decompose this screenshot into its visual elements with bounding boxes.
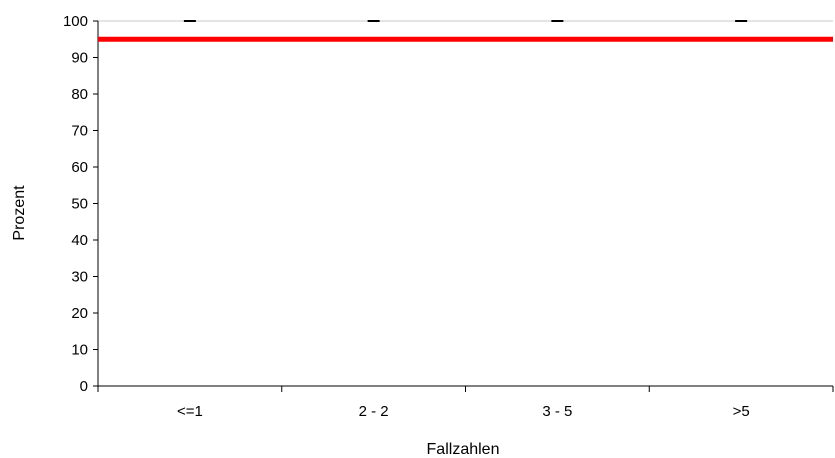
y-tick-label: 40 [71, 232, 88, 249]
y-tick-labels: 0 10 20 30 40 50 60 70 80 90 100 [63, 13, 88, 395]
x-tick-label: 3 - 5 [542, 403, 572, 420]
y-tick-label: 50 [71, 196, 88, 213]
y-tick-label: 70 [71, 123, 88, 140]
y-axis-title: Prozent [11, 185, 28, 241]
x-tick-label: 2 - 2 [359, 403, 389, 420]
x-axis-title: Fallzahlen [427, 441, 500, 458]
x-tick-label: <=1 [177, 403, 203, 420]
x-tick-label: >5 [733, 403, 750, 420]
y-tick-label: 90 [71, 50, 88, 67]
axes [93, 20, 834, 392]
y-tick-label: 60 [71, 159, 88, 176]
y-tick-label: 80 [71, 86, 88, 103]
y-tick-label: 30 [71, 269, 88, 286]
y-tick-label: 10 [71, 342, 88, 359]
x-tick-labels: <=1 2 - 2 3 - 5 >5 [177, 403, 750, 420]
y-tick-label: 0 [80, 378, 88, 395]
y-tick-label: 20 [71, 305, 88, 322]
y-tick-label: 100 [63, 13, 88, 30]
